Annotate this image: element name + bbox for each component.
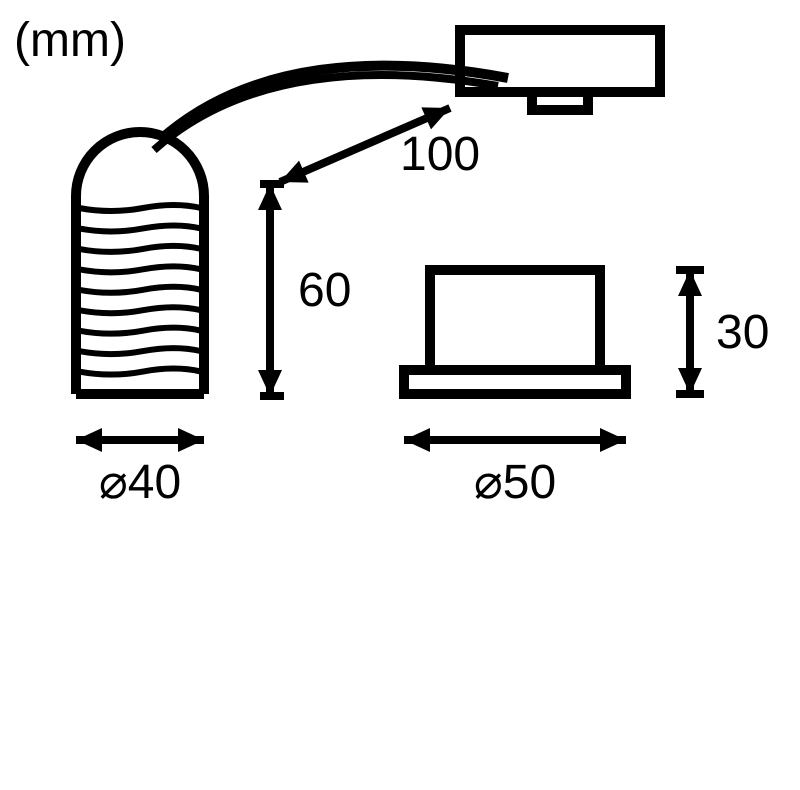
lamp-thread	[79, 246, 201, 252]
lamp-thread	[79, 225, 201, 231]
lamp-thread	[79, 328, 201, 334]
lamp-dome	[76, 132, 204, 196]
cap-flange	[404, 370, 626, 394]
dim-cap-height-label: 30	[716, 306, 769, 359]
unit-label: (mm)	[14, 14, 126, 67]
lamp-thread	[79, 307, 201, 313]
lamp-thread	[79, 348, 201, 354]
dim-cable-label: 100	[400, 128, 480, 181]
lamp-thread	[79, 287, 201, 293]
lamp-thread	[79, 205, 201, 211]
dim-cap-dia-label: ⌀50	[474, 456, 556, 509]
cap-body	[430, 270, 600, 370]
lamp-thread	[79, 369, 201, 375]
dimension-diagram: (mm) 100 60 ⌀40 ⌀50 30	[0, 0, 800, 790]
lamp-thread	[79, 266, 201, 272]
dim-lamp-dia-label: ⌀40	[99, 456, 181, 509]
dim-lamp-height-label: 60	[298, 264, 351, 317]
